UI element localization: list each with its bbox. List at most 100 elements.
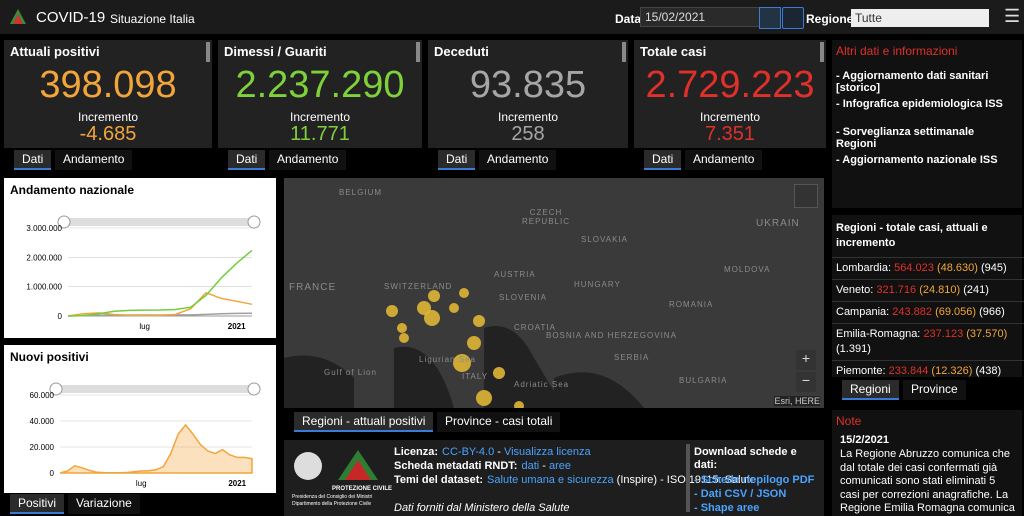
tab[interactable]: Andamento [479, 150, 557, 170]
slider-handle [247, 382, 261, 396]
download-link[interactable]: - Schede riepilogo PDF [694, 474, 815, 486]
note-title: Note [836, 414, 862, 428]
slider-handle [247, 215, 261, 229]
info-link[interactable]: - Aggiornamento dati sanitari [storico] [836, 70, 989, 94]
y-tick-label: 3.000.000 [26, 224, 62, 233]
chart-title: Nuovi positivi [10, 350, 89, 364]
logo-text: Presidenza del Consiglio dei Ministri [292, 494, 373, 500]
tab[interactable]: Province - casi totali [437, 412, 561, 432]
menu-button[interactable]: ☰ [1004, 6, 1021, 26]
link[interactable]: CC-BY-4.0 [442, 446, 495, 458]
region-select[interactable]: Tutte [851, 9, 989, 27]
scrollbar [416, 42, 420, 62]
date-label: Data [615, 12, 642, 26]
zoom-out[interactable]: − [796, 372, 816, 392]
zoom-in[interactable]: + [796, 350, 816, 370]
region-row: Piemonte: 233.844 (12.326) (438) [832, 360, 1024, 382]
region-total: 237.123 [923, 328, 964, 340]
download-link[interactable]: - Dati CSV / JSON [694, 488, 787, 500]
map-label: SLOVENIA [499, 293, 548, 302]
info-link[interactable]: - Infografica epidemiologica ISS [836, 98, 1003, 110]
kpi-card: Deceduti 93.835 Incremento 258 [428, 40, 628, 148]
map-label: SWITZERLAND [384, 282, 453, 291]
kpi-delta: -4.685 [79, 123, 137, 145]
link[interactable]: Visualizza licenza [503, 446, 591, 458]
source: Dati forniti dal Ministero della Salute [394, 502, 570, 514]
kpi-delta-label: Incremento [289, 110, 351, 124]
kpi-delta: 11.771 [290, 123, 350, 145]
info-link[interactable]: - Aggiornamento nazionale ISS [836, 154, 998, 166]
area [59, 423, 253, 474]
map-label: BELGIUM [339, 188, 383, 197]
logo-text: Dipartimento della Protezione Civile [292, 501, 372, 507]
download-link[interactable]: - Shape aree [694, 502, 760, 514]
region-delta: (48.630) [936, 262, 978, 274]
region-current: (945) [980, 262, 1007, 274]
legend-button[interactable] [794, 184, 818, 208]
map-label: CZECH REPUBLIC [521, 208, 570, 226]
map-attribution: Esri, HERE [774, 396, 820, 406]
kpi-card: Dimessi / Guariti 2.237.290 Incremento 11.7… [218, 40, 422, 148]
chart-title: Andamento nazionale [10, 183, 134, 197]
tab[interactable]: Andamento [269, 150, 347, 170]
time-button[interactable] [782, 7, 804, 29]
tab[interactable]: Variazione [68, 494, 140, 514]
line [67, 249, 253, 317]
tab[interactable]: Dati [644, 150, 682, 170]
tab[interactable]: Province [903, 380, 966, 400]
divider [686, 444, 690, 512]
region-name: Lombardia: [836, 262, 892, 274]
kpi-title: Attuali positivi [10, 44, 100, 59]
x-tick-label: 2021 [228, 479, 246, 488]
link[interactable]: aree [549, 460, 572, 472]
region-row: Lombardia: 564.023 (48.630) (945) [832, 257, 1024, 279]
map-label: Ligurian Sea [419, 355, 476, 364]
date-input[interactable]: 15/02/2021 [640, 7, 761, 27]
region-name: Emilia-Romagna: [836, 328, 921, 340]
tab[interactable]: Dati [228, 150, 266, 170]
kpi-delta-label: Incremento [77, 110, 139, 124]
footer-line: Licenza: CC-BY-4.0 - Visualizza licenza [394, 446, 684, 458]
time-slider [56, 385, 256, 393]
kpi-value: 2.237.290 [235, 64, 405, 106]
x-tick-label: lug [139, 322, 150, 331]
scrollbar [206, 42, 210, 62]
kpi-title: Deceduti [434, 44, 489, 59]
x-tick-label: lug [136, 479, 147, 488]
text: - [494, 446, 504, 458]
tab[interactable]: Andamento [55, 150, 133, 170]
y-tick-label: 1.000.000 [26, 283, 62, 292]
region-total: 321.716 [876, 284, 917, 296]
region-name: Veneto: [836, 284, 874, 296]
regions-panel: Regioni - totale casi, attuali e increme… [832, 215, 1024, 377]
link[interactable]: Salute umana e sicurezza [487, 474, 614, 486]
region-delta: (69.056) [935, 306, 977, 318]
chart: Nuovi positivi 0 20.000 40.000 60.000 lug 2021 [4, 345, 276, 493]
tab[interactable]: Positivi [10, 494, 65, 514]
y-tick-label: 40.000 [30, 417, 55, 426]
header: COVID-19 Situazione Italia Data 15/02/2021 R… [0, 0, 1024, 34]
y-tick-label: 60.000 [30, 391, 55, 400]
info-title: Altri dati e informazioni [836, 44, 958, 58]
map-label: SERBIA [614, 353, 650, 362]
region-name: Campania: [836, 306, 890, 318]
region-name: Piemonte: [836, 365, 886, 377]
regions-title: Regioni - totale casi, attuali e increme… [836, 222, 988, 249]
region-row: Campania: 243.882 (69.056) (966) [832, 301, 1024, 323]
tab[interactable]: Andamento [685, 150, 763, 170]
info-panel: Altri dati e informazioni - Aggiornamento… [832, 40, 1022, 208]
note-date: 15/2/2021 [840, 434, 889, 446]
kpi-title: Totale casi [640, 44, 707, 59]
slider-handle [49, 382, 63, 396]
map: BELGIUM CZECH REPUBLIC SLOVAKIA UKRAIN FRANC… [284, 178, 824, 408]
kpi-value: 398.098 [39, 64, 177, 106]
tab[interactable]: Regioni - attuali positivi [294, 412, 434, 432]
info-link[interactable]: - Sorveglianza settimanale Regioni [836, 126, 975, 150]
tab[interactable]: Dati [14, 150, 52, 170]
calendar-button[interactable] [759, 7, 781, 29]
tab[interactable]: Regioni [842, 380, 899, 400]
link[interactable]: dati [521, 460, 540, 472]
footer-line: Temi del dataset: Salute umana e sicurezz… [394, 474, 756, 486]
tab[interactable]: Dati [438, 150, 476, 170]
region-delta: (24.810) [919, 284, 961, 296]
